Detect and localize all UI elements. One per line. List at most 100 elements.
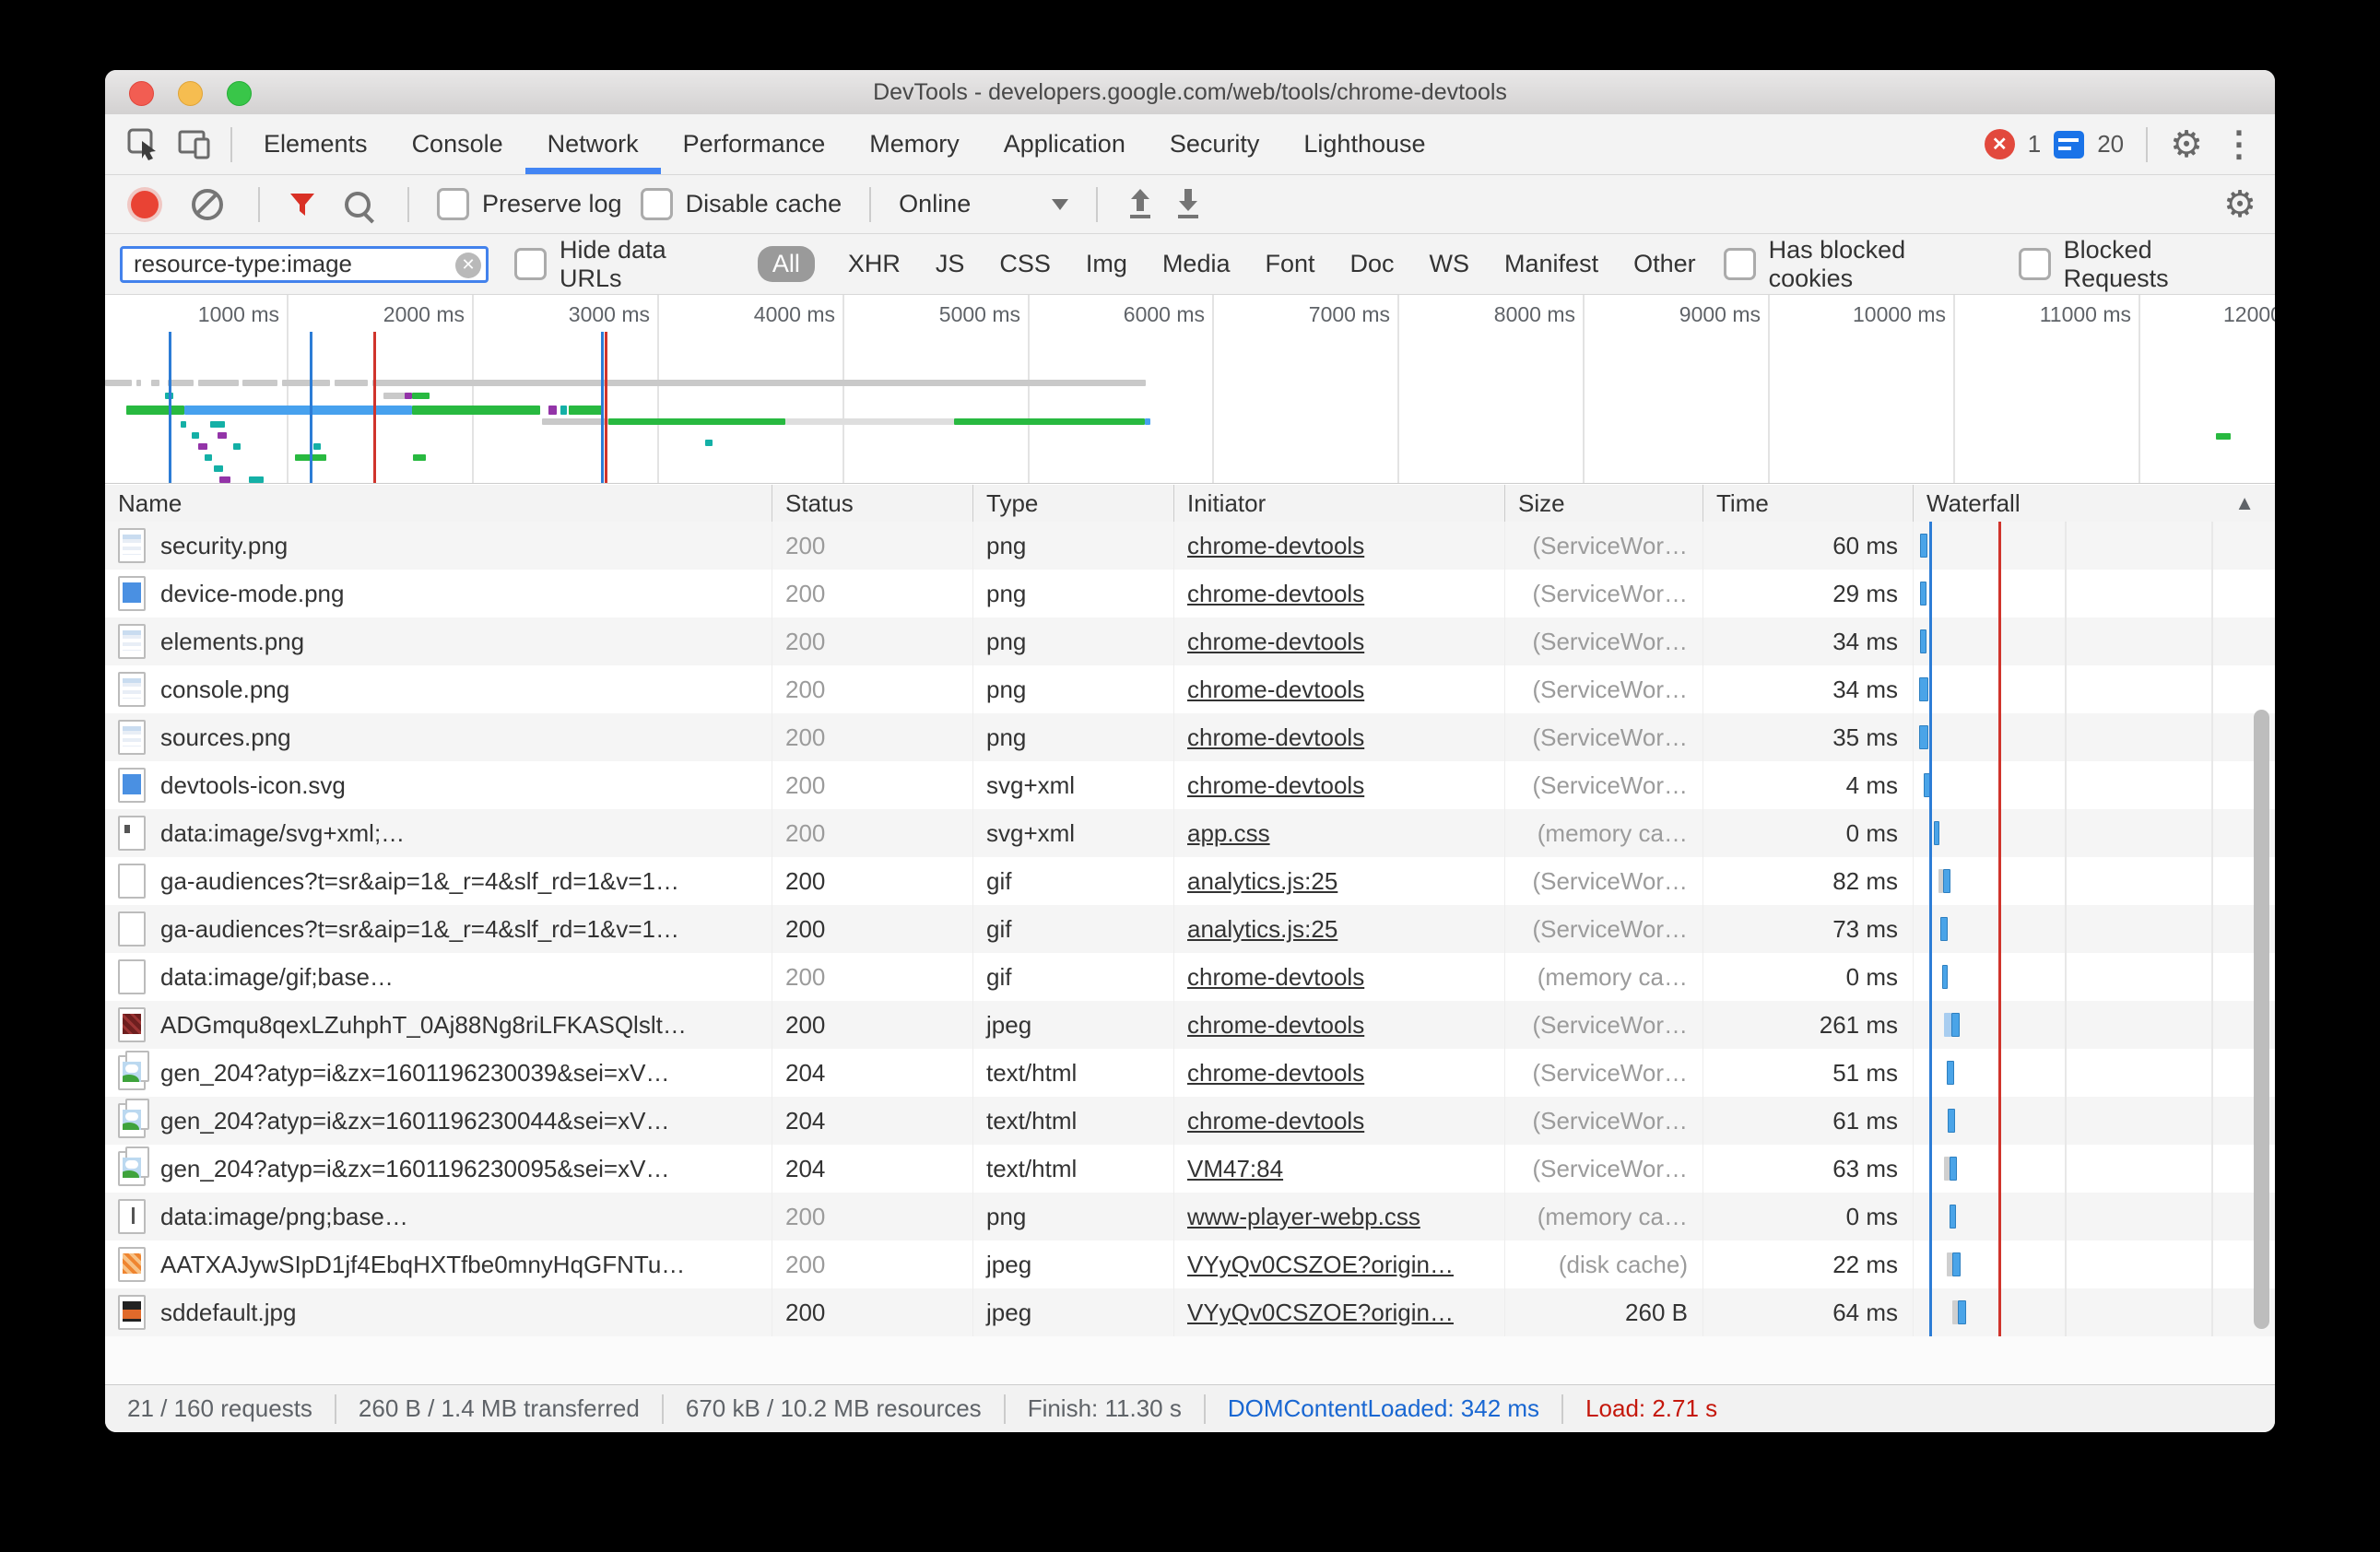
- size-cell: (memory ca…: [1505, 953, 1703, 1001]
- dcl-event-line: [601, 332, 604, 483]
- type-filter-other[interactable]: Other: [1633, 250, 1696, 277]
- has-blocked-cookies-checkbox[interactable]: [1723, 248, 1756, 280]
- scrollbar-thumb[interactable]: [2254, 710, 2269, 1329]
- type-filter-js[interactable]: JS: [935, 250, 965, 277]
- table-row[interactable]: elements.png 200 png chrome-devtools (Servic…: [105, 617, 2275, 665]
- overview-request-bar: [383, 393, 406, 399]
- network-settings-gear-icon[interactable]: ⚙︎: [2223, 183, 2256, 225]
- titlebar: DevTools - developers.google.com/web/too…: [105, 70, 2275, 115]
- time-cell: 0 ms: [1703, 809, 1914, 857]
- type-filter-img[interactable]: Img: [1085, 250, 1127, 277]
- initiator-link[interactable]: chrome-devtools: [1187, 1010, 1365, 1039]
- table-row[interactable]: console.png 200 png chrome-devtools (Service…: [105, 665, 2275, 713]
- error-count-icon[interactable]: [1984, 129, 2015, 159]
- minimize-window-button[interactable]: [178, 81, 203, 106]
- divider: [2146, 126, 2149, 162]
- disable-cache-checkbox[interactable]: [640, 188, 673, 220]
- size-cell: (ServiceWor…: [1505, 713, 1703, 761]
- clear-filter-icon[interactable]: [455, 252, 481, 278]
- initiator-link[interactable]: chrome-devtools: [1187, 531, 1365, 559]
- initiator-link[interactable]: chrome-devtools: [1187, 579, 1365, 607]
- close-window-button[interactable]: [129, 81, 154, 106]
- settings-gear-icon[interactable]: ⚙︎: [2170, 123, 2203, 165]
- initiator-link[interactable]: analytics.js:25: [1187, 914, 1338, 943]
- clear-network-log-icon[interactable]: [192, 188, 223, 220]
- blocked-requests-checkbox[interactable]: [2018, 248, 2051, 280]
- throttling-dropdown[interactable]: Online: [899, 190, 1069, 218]
- initiator-cell: chrome-devtools: [1174, 617, 1505, 665]
- column-header-waterfall[interactable]: Waterfall ▲: [1926, 488, 2255, 517]
- resource-type-filters: All XHR JS CSS Img Media Font Doc WS Manifest Othe…: [757, 246, 1698, 282]
- tab-memory[interactable]: Memory: [869, 130, 960, 158]
- table-row[interactable]: gen_204?atyp=i&zx=1601196230095&sei=xV… 2…: [105, 1145, 2275, 1193]
- initiator-link[interactable]: www-player-webp.css: [1187, 1202, 1420, 1230]
- tab-lighthouse[interactable]: Lighthouse: [1303, 130, 1426, 158]
- record-network-log-button[interactable]: [131, 190, 159, 218]
- file-type-icon-thumb: [123, 1301, 141, 1322]
- initiator-link[interactable]: chrome-devtools: [1187, 627, 1365, 655]
- type-filter-all[interactable]: All: [757, 246, 815, 282]
- initiator-link[interactable]: analytics.js:25: [1187, 866, 1338, 895]
- type-filter-doc[interactable]: Doc: [1349, 250, 1395, 277]
- table-row[interactable]: gen_204?atyp=i&zx=1601196230044&sei=xV… 2…: [105, 1097, 2275, 1145]
- tab-application[interactable]: Application: [1003, 130, 1125, 158]
- type-filter-manifest[interactable]: Manifest: [1504, 250, 1599, 277]
- initiator-link[interactable]: chrome-devtools: [1187, 723, 1365, 751]
- search-icon[interactable]: [345, 191, 371, 218]
- table-row[interactable]: ADGmqu8qexLZuhphT_0Aj88Ng8riLFKASQlslt… 2…: [105, 1001, 2275, 1049]
- overview-request-bar: [214, 465, 223, 472]
- column-header-type[interactable]: Type: [973, 485, 1174, 522]
- table-row[interactable]: data:image/svg+xml;… 200 svg+xml app.css (me…: [105, 809, 2275, 857]
- table-row[interactable]: data:image/gif;base… 200 gif chrome-devtool…: [105, 953, 2275, 1001]
- tab-security[interactable]: Security: [1169, 130, 1260, 158]
- table-row[interactable]: data:image/png;base… 200 png www-player-web…: [105, 1193, 2275, 1240]
- type-filter-xhr[interactable]: XHR: [847, 250, 901, 277]
- type-filter-font[interactable]: Font: [1265, 250, 1315, 277]
- more-options-icon[interactable]: ⋮: [2221, 124, 2256, 164]
- tab-network[interactable]: Network: [525, 114, 661, 174]
- initiator-link[interactable]: app.css: [1187, 818, 1270, 847]
- initiator-link[interactable]: VYyQv0CSZOE?origin…: [1187, 1298, 1454, 1326]
- table-row[interactable]: gen_204?atyp=i&zx=1601196230039&sei=xV… 2…: [105, 1049, 2275, 1097]
- table-row[interactable]: ga-audiences?t=sr&aip=1&_r=4&slf_rd=1&v=…: [105, 857, 2275, 905]
- column-header-status[interactable]: Status: [772, 485, 973, 522]
- column-header-time[interactable]: Time: [1703, 485, 1914, 522]
- type-cell: jpeg: [973, 1001, 1174, 1049]
- tab-performance[interactable]: Performance: [682, 130, 826, 158]
- filter-input[interactable]: [120, 245, 489, 283]
- hide-data-urls-checkbox[interactable]: [514, 248, 547, 280]
- import-har-icon[interactable]: [1125, 187, 1155, 222]
- tab-console[interactable]: Console: [411, 130, 503, 158]
- initiator-link[interactable]: chrome-devtools: [1187, 675, 1365, 703]
- sort-ascending-icon: ▲: [2234, 491, 2255, 514]
- initiator-link[interactable]: VM47:84: [1187, 1154, 1284, 1182]
- table-row[interactable]: devtools-icon.svg 200 svg+xml chrome-devtoo…: [105, 761, 2275, 809]
- initiator-link[interactable]: chrome-devtools: [1187, 1106, 1365, 1135]
- initiator-link[interactable]: chrome-devtools: [1187, 1058, 1365, 1087]
- waterfall-cell: [1914, 1001, 2275, 1049]
- tab-elements[interactable]: Elements: [264, 130, 368, 158]
- table-row[interactable]: device-mode.png 200 png chrome-devtools (Ser…: [105, 570, 2275, 617]
- table-row[interactable]: AATXAJywSIpD1jf4EbqHXTfbe0mnyHqGFNTu… 200…: [105, 1240, 2275, 1288]
- type-filter-ws[interactable]: WS: [1429, 250, 1470, 277]
- filter-funnel-icon[interactable]: [288, 190, 317, 219]
- column-header-size[interactable]: Size: [1505, 485, 1703, 522]
- console-message-icon[interactable]: [2054, 130, 2085, 159]
- column-header-name[interactable]: Name: [105, 485, 772, 522]
- table-row[interactable]: security.png 200 png chrome-devtools (Servic…: [105, 522, 2275, 570]
- preserve-log-checkbox[interactable]: [437, 188, 469, 220]
- type-filter-media[interactable]: Media: [1161, 250, 1231, 277]
- network-overview-timeline[interactable]: 1000 ms 2000 ms 3000 ms 4000 ms 5000 ms 6000 …: [105, 295, 2275, 484]
- initiator-link[interactable]: chrome-devtools: [1187, 770, 1365, 799]
- initiator-link[interactable]: chrome-devtools: [1187, 962, 1365, 991]
- export-har-icon[interactable]: [1173, 187, 1203, 222]
- column-header-initiator[interactable]: Initiator: [1174, 485, 1505, 522]
- table-row[interactable]: ga-audiences?t=sr&aip=1&_r=4&slf_rd=1&v=…: [105, 905, 2275, 953]
- table-row[interactable]: sources.png 200 png chrome-devtools (Service…: [105, 713, 2275, 761]
- initiator-link[interactable]: VYyQv0CSZOE?origin…: [1187, 1250, 1454, 1278]
- table-row[interactable]: sddefault.jpg 200 jpeg VYyQv0CSZOE?origin… 2…: [105, 1288, 2275, 1336]
- inspect-element-icon[interactable]: [118, 119, 170, 170]
- type-filter-css[interactable]: CSS: [999, 250, 1051, 277]
- device-toolbar-icon[interactable]: [170, 119, 221, 170]
- zoom-window-button[interactable]: [227, 81, 252, 106]
